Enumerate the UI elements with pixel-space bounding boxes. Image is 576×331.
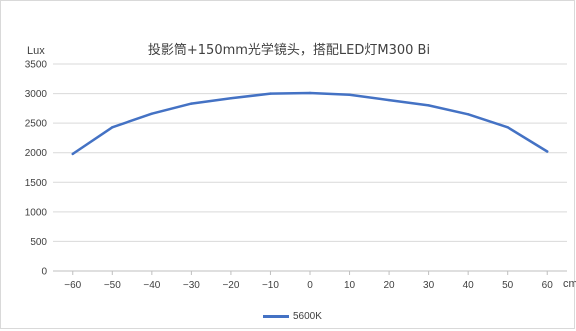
data-point <box>269 92 272 95</box>
x-tick-label: −40 <box>143 280 160 291</box>
chart-title: 投影筒+150mm光学镜头，搭配LED灯M300 Bi <box>147 43 431 58</box>
x-tick-label: −60 <box>64 280 81 291</box>
y-axis-ticks: 0 500 1000 1500 2000 2500 3000 3500 <box>25 60 48 278</box>
y-tick-label: 500 <box>30 237 47 248</box>
y-tick-label: 2000 <box>25 148 48 159</box>
data-point <box>150 112 154 115</box>
y-tick-label: 1500 <box>25 178 48 189</box>
y-tick-label: 1000 <box>25 207 48 218</box>
data-point <box>190 102 193 105</box>
x-tick-label: −20 <box>222 280 239 291</box>
x-axis-ticks: −60 −50 −40 −30 −20 −10 0 10 20 30 40 50 60 <box>64 271 553 291</box>
legend-label: 5600K <box>293 310 322 322</box>
x-tick-label: −10 <box>262 280 279 291</box>
y-tick-label: 3000 <box>25 89 48 100</box>
x-tick-label: 50 <box>502 280 514 291</box>
data-point <box>506 126 509 129</box>
y-tick-label: 3500 <box>25 60 48 71</box>
y-tick-label: 0 <box>41 267 47 278</box>
data-point <box>308 91 312 95</box>
legend: 5600K <box>263 308 322 324</box>
series-lines <box>71 91 549 156</box>
data-point <box>387 98 391 102</box>
x-tick-label: 10 <box>344 280 356 291</box>
legend-swatch <box>263 314 289 318</box>
x-tick-label: 20 <box>384 280 396 291</box>
x-tick-label: −30 <box>183 280 200 291</box>
data-point <box>229 97 233 100</box>
x-tick-label: 0 <box>307 280 313 291</box>
data-point <box>546 150 549 153</box>
data-point <box>348 93 351 96</box>
y-tick-label: 2500 <box>25 119 48 130</box>
data-point <box>71 152 74 156</box>
x-tick-label: 30 <box>423 280 435 291</box>
x-tick-label: 60 <box>542 280 554 291</box>
y-axis-label: Lux <box>27 45 45 57</box>
data-point <box>466 113 470 116</box>
gridlines <box>53 63 567 272</box>
data-point <box>111 126 114 129</box>
x-axis-label: cm <box>563 278 576 290</box>
data-point <box>427 104 430 107</box>
x-tick-label: 40 <box>463 280 475 291</box>
x-tick-label: −50 <box>104 280 121 291</box>
